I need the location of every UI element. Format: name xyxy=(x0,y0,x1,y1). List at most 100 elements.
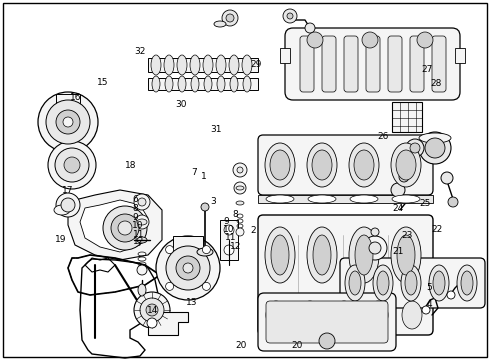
Ellipse shape xyxy=(402,301,422,329)
Circle shape xyxy=(422,306,430,314)
Text: 29: 29 xyxy=(250,60,261,69)
Circle shape xyxy=(46,100,90,144)
Ellipse shape xyxy=(164,55,174,75)
Ellipse shape xyxy=(373,265,393,301)
Text: 14: 14 xyxy=(147,306,158,315)
Circle shape xyxy=(103,206,147,250)
Text: 8: 8 xyxy=(132,204,138,213)
Circle shape xyxy=(55,148,89,182)
Text: 11: 11 xyxy=(133,230,145,239)
FancyBboxPatch shape xyxy=(432,36,446,92)
Ellipse shape xyxy=(265,143,295,187)
Ellipse shape xyxy=(391,143,421,187)
Circle shape xyxy=(287,13,293,19)
Ellipse shape xyxy=(165,76,173,92)
Ellipse shape xyxy=(349,227,379,283)
Ellipse shape xyxy=(204,76,212,92)
Circle shape xyxy=(406,139,424,157)
Circle shape xyxy=(419,132,451,164)
Bar xyxy=(56,94,80,106)
Circle shape xyxy=(226,14,234,22)
Circle shape xyxy=(362,32,378,48)
Circle shape xyxy=(135,215,149,229)
Ellipse shape xyxy=(307,227,337,283)
Ellipse shape xyxy=(457,265,477,301)
Circle shape xyxy=(138,198,146,206)
Ellipse shape xyxy=(300,301,320,329)
Text: 13: 13 xyxy=(186,298,197,307)
Bar xyxy=(392,102,422,132)
Circle shape xyxy=(234,182,246,194)
Circle shape xyxy=(448,197,458,207)
Ellipse shape xyxy=(307,143,337,187)
FancyBboxPatch shape xyxy=(366,36,380,92)
Text: 10: 10 xyxy=(132,220,144,230)
Ellipse shape xyxy=(242,55,252,75)
Ellipse shape xyxy=(178,76,186,92)
Text: 2: 2 xyxy=(250,226,255,235)
FancyBboxPatch shape xyxy=(410,36,424,92)
Text: 18: 18 xyxy=(125,161,136,170)
Text: 20: 20 xyxy=(235,341,246,350)
Bar xyxy=(148,58,258,72)
Circle shape xyxy=(63,117,73,127)
Ellipse shape xyxy=(396,150,416,180)
Text: 17: 17 xyxy=(62,186,73,195)
Ellipse shape xyxy=(243,76,251,92)
Text: 8: 8 xyxy=(233,210,239,219)
Circle shape xyxy=(176,256,200,280)
Circle shape xyxy=(64,157,80,173)
Circle shape xyxy=(410,143,420,153)
Circle shape xyxy=(224,245,234,255)
Text: 12: 12 xyxy=(133,238,145,247)
Circle shape xyxy=(363,236,387,260)
Ellipse shape xyxy=(350,195,378,203)
Circle shape xyxy=(156,236,220,300)
Circle shape xyxy=(233,163,247,177)
Circle shape xyxy=(399,172,409,182)
Bar xyxy=(148,78,258,90)
Ellipse shape xyxy=(151,55,161,75)
Circle shape xyxy=(417,32,433,48)
Ellipse shape xyxy=(197,248,213,256)
FancyBboxPatch shape xyxy=(258,135,433,195)
Text: 25: 25 xyxy=(419,199,430,208)
Ellipse shape xyxy=(214,21,226,27)
Ellipse shape xyxy=(137,219,147,225)
FancyBboxPatch shape xyxy=(258,293,396,351)
Ellipse shape xyxy=(236,186,244,190)
Ellipse shape xyxy=(229,55,239,75)
Bar xyxy=(220,220,238,260)
Circle shape xyxy=(118,221,132,235)
Circle shape xyxy=(307,32,323,48)
Circle shape xyxy=(38,92,98,152)
Circle shape xyxy=(222,10,238,26)
Text: 7: 7 xyxy=(191,168,197,177)
Text: 26: 26 xyxy=(377,132,389,141)
Circle shape xyxy=(56,193,80,217)
Text: 12: 12 xyxy=(230,242,242,251)
Text: 20: 20 xyxy=(292,341,303,350)
Circle shape xyxy=(283,9,297,23)
Circle shape xyxy=(319,333,335,349)
FancyBboxPatch shape xyxy=(322,36,336,92)
Circle shape xyxy=(134,292,170,328)
Ellipse shape xyxy=(349,143,379,187)
Circle shape xyxy=(305,23,315,33)
Text: 24: 24 xyxy=(392,204,403,212)
Text: 6: 6 xyxy=(132,195,138,204)
FancyBboxPatch shape xyxy=(388,36,402,92)
Text: 15: 15 xyxy=(97,78,108,87)
Ellipse shape xyxy=(266,195,294,203)
Text: 19: 19 xyxy=(55,235,66,244)
Ellipse shape xyxy=(461,271,473,295)
Circle shape xyxy=(202,246,210,253)
Text: 9: 9 xyxy=(132,212,138,222)
Ellipse shape xyxy=(270,150,290,180)
Circle shape xyxy=(166,246,210,290)
Text: 30: 30 xyxy=(175,100,187,109)
Circle shape xyxy=(202,282,210,291)
Circle shape xyxy=(61,198,75,212)
Ellipse shape xyxy=(419,133,451,143)
Polygon shape xyxy=(80,200,148,252)
